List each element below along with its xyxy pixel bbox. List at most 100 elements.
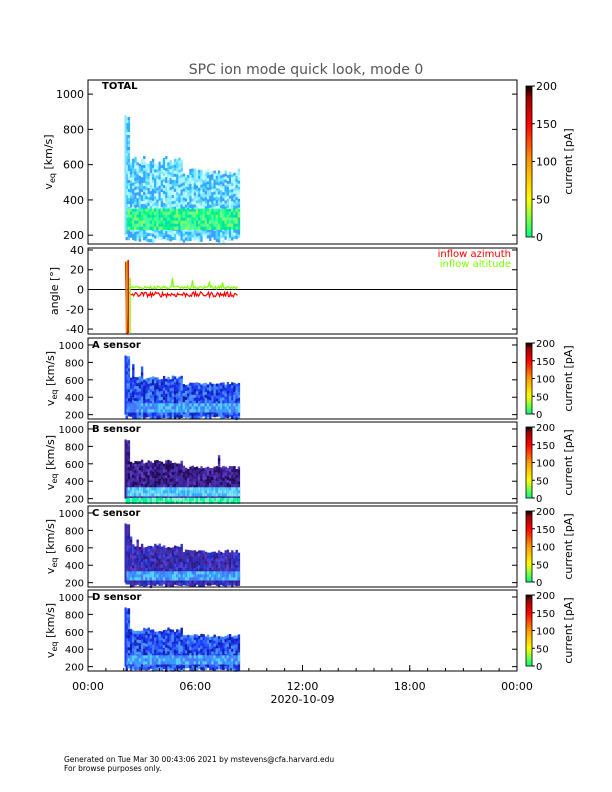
spectro-cell xyxy=(145,628,148,632)
spectro-cell xyxy=(200,550,203,554)
spectro-cell xyxy=(182,191,186,195)
spectro-cell xyxy=(189,469,192,473)
spectro-cell xyxy=(132,388,135,392)
spectro-cell xyxy=(180,165,183,169)
spectro-core-cell xyxy=(191,577,194,581)
spectro-core-cell xyxy=(213,409,216,413)
spectro-core-cell xyxy=(237,226,241,230)
spectro-core-cell xyxy=(222,574,225,578)
spectro-cell xyxy=(154,564,157,568)
spectro-core-cell xyxy=(180,490,183,494)
spectro-cell xyxy=(180,630,183,634)
spectro-cell xyxy=(140,645,144,649)
spectro-cell xyxy=(189,580,192,584)
spectro-cell xyxy=(173,173,177,177)
spectro-cell xyxy=(171,565,175,569)
spectro-cell xyxy=(132,636,135,640)
spectro-core-cell xyxy=(160,211,164,215)
spectro-cell xyxy=(191,483,194,487)
spectro-cell xyxy=(224,203,227,207)
spectro-core-cell xyxy=(151,217,155,221)
spectro-cell xyxy=(213,191,216,195)
spectro-core-cell xyxy=(195,406,199,410)
spectro-cell xyxy=(189,472,192,476)
spectro-core-cell xyxy=(154,217,157,221)
spectro-cell xyxy=(156,172,159,176)
spectro-cell xyxy=(136,183,139,187)
spectro-cell xyxy=(215,552,219,556)
spectro-cell xyxy=(237,171,241,175)
spectro-core-cell xyxy=(204,500,208,504)
spectro-cell xyxy=(134,231,137,235)
spectro-cell xyxy=(136,554,139,558)
spectro-cell xyxy=(138,166,142,170)
spectro-cell xyxy=(215,413,219,417)
spectro-cell xyxy=(140,177,144,181)
spectro-core-cell xyxy=(156,574,159,578)
spectro-cell xyxy=(151,641,155,645)
spectro-cell xyxy=(165,556,168,560)
spectro-cell xyxy=(151,239,155,243)
y-tick-label: 600 xyxy=(65,460,84,471)
spectro-cell xyxy=(125,180,128,184)
spectro-cell xyxy=(228,171,232,175)
spectro-cell xyxy=(200,172,203,176)
spectro-cell xyxy=(176,582,179,586)
spectro-cell xyxy=(206,205,210,209)
spectro-core-cell xyxy=(215,208,219,212)
spectro-cell xyxy=(127,473,131,477)
spectro-core-cell xyxy=(138,497,142,501)
spectro-cell xyxy=(162,181,166,186)
spectro-cell xyxy=(209,582,212,586)
spectro-core-cell xyxy=(154,574,157,578)
spectro-cell xyxy=(136,666,139,670)
spectro-cell xyxy=(213,185,216,189)
spectro-cell xyxy=(147,630,150,634)
spectro-cell xyxy=(129,398,133,402)
spectro-cell xyxy=(198,635,201,639)
spectro-cell xyxy=(233,478,236,482)
spectro-cell xyxy=(189,177,192,182)
spectro-cell xyxy=(125,545,128,549)
spectro-cell xyxy=(184,183,188,187)
spectro-cell xyxy=(169,229,172,233)
spectro-core-cell xyxy=(193,500,197,504)
spectro-cell xyxy=(180,177,183,181)
spectro-cell xyxy=(187,205,190,209)
spectro-core-cell xyxy=(127,490,131,494)
spectro-cell xyxy=(143,547,146,551)
spectro-cell xyxy=(132,483,135,488)
spectro-cell xyxy=(162,633,166,637)
spectro-cell xyxy=(178,391,181,395)
spectro-core-cell xyxy=(180,661,183,665)
spectro-core-cell xyxy=(138,208,142,212)
spectro-cell xyxy=(145,387,148,391)
spectro-cell xyxy=(173,385,177,389)
spectro-cell xyxy=(217,179,221,183)
spectro-cell xyxy=(143,165,146,169)
spectro-cell xyxy=(160,192,164,196)
spectro-core-cell xyxy=(125,490,128,494)
spectro-cell xyxy=(125,623,128,627)
spectro-core-cell xyxy=(204,571,208,575)
spectro-cell xyxy=(125,458,128,462)
spectro-cell xyxy=(129,377,133,381)
spectro-cell xyxy=(158,188,161,192)
spectro-spike xyxy=(124,115,127,236)
spectro-cell xyxy=(154,416,157,420)
spectro-cell xyxy=(180,478,183,482)
spectro-core-cell xyxy=(171,220,175,224)
spectro-core-cell xyxy=(162,217,166,221)
spectro-core-cell xyxy=(173,490,177,494)
spectro-cell xyxy=(158,478,161,483)
spectro-core-cell xyxy=(180,217,183,221)
spectro-cell xyxy=(200,663,203,668)
spectro-cell xyxy=(220,473,223,477)
y-tick-label: 200 xyxy=(65,579,84,590)
spectro-cell xyxy=(233,385,236,389)
spectro-cell xyxy=(220,560,223,565)
spectro-cell xyxy=(125,530,128,534)
spectro-core-cell xyxy=(127,217,131,221)
spectro-cell xyxy=(209,552,212,556)
spectro-core-cell xyxy=(176,406,179,410)
